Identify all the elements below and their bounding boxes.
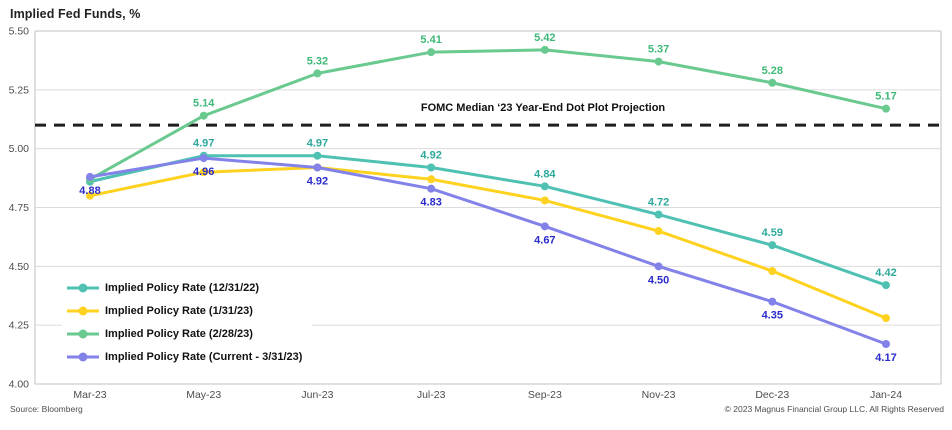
data-point-marker: [427, 163, 436, 172]
data-point-label: 4.84: [534, 168, 556, 180]
data-point-label: 4.92: [307, 175, 328, 187]
x-tick-label: Jun-23: [301, 389, 333, 401]
data-point-marker: [313, 163, 322, 172]
series-line: [88, 165, 888, 320]
legend-swatch-line-icon: [67, 306, 99, 316]
x-tick-label: Dec-23: [755, 389, 789, 401]
y-tick-label: 4.50: [9, 261, 30, 273]
data-point-marker: [540, 45, 549, 54]
data-point-label: 5.42: [534, 32, 555, 44]
data-point-marker: [882, 104, 890, 113]
data-point-label: 5.37: [648, 44, 669, 56]
y-tick-label: 5.25: [9, 84, 30, 96]
data-point-marker: [199, 154, 208, 163]
data-point-marker: [313, 69, 322, 78]
data-point-label: 5.32: [307, 55, 328, 67]
data-point-label: 4.59: [762, 227, 783, 239]
data-point-marker: [654, 57, 663, 66]
data-point-label: 4.17: [875, 352, 896, 364]
x-tick-label: Sep-23: [528, 389, 562, 401]
source-note: Source: Bloomberg: [10, 404, 83, 414]
data-point-marker: [427, 48, 436, 57]
data-point-marker: [768, 297, 777, 306]
data-point-label: 4.96: [193, 166, 214, 178]
legend-label: Implied Policy Rate (Current - 3/31/23): [105, 351, 303, 363]
data-point-label: 4.97: [193, 138, 214, 150]
reference-line-label: FOMC Median ‘23 Year-End Dot Plot Projec…: [420, 102, 666, 114]
data-point-marker: [654, 262, 663, 271]
copyright-note: © 2023 Magnus Financial Group LLC. All R…: [724, 404, 944, 414]
y-tick-label: 4.75: [9, 202, 30, 214]
data-point-label: 4.50: [648, 274, 669, 286]
data-point-marker: [654, 210, 663, 219]
x-tick-label: Jan-24: [870, 389, 902, 401]
legend-swatch-line-icon: [67, 352, 99, 362]
series-line: [88, 156, 888, 346]
data-point-label: 5.28: [762, 65, 783, 77]
data-point-marker: [540, 222, 549, 231]
data-point-label: 5.17: [875, 91, 896, 103]
series-line: [88, 48, 888, 181]
series-line: [88, 154, 888, 287]
y-tick-label: 5.50: [9, 26, 30, 38]
data-point-marker: [427, 184, 436, 193]
data-point-marker: [654, 227, 663, 236]
data-point-marker: [86, 191, 94, 200]
legend-swatch-line-icon: [67, 283, 99, 293]
data-point-label: 5.14: [193, 98, 215, 110]
data-point-label: 4.72: [648, 197, 669, 209]
data-point-marker: [768, 241, 777, 250]
data-point-marker: [768, 267, 777, 276]
y-tick-label: 4.25: [9, 320, 30, 332]
legend-label: Implied Policy Rate (12/31/22): [105, 282, 260, 294]
data-point-marker: [313, 151, 322, 160]
data-point-marker: [882, 339, 890, 348]
legend-item: Implied Policy Rate (1/31/23): [66, 303, 302, 319]
legend-item: Implied Policy Rate (12/31/22): [66, 280, 302, 296]
x-tick-label: Jul-23: [417, 389, 446, 401]
data-point-label: 4.35: [762, 310, 783, 322]
data-point-label: 4.67: [534, 234, 555, 246]
data-point-label: 5.41: [420, 34, 441, 46]
data-point-marker: [86, 172, 94, 181]
x-tick-label: Nov-23: [642, 389, 676, 401]
legend-label: Implied Policy Rate (1/31/23): [105, 305, 253, 317]
data-point-marker: [540, 182, 549, 191]
data-point-marker: [768, 78, 777, 87]
chart-title: Implied Fed Funds, %: [10, 7, 141, 21]
data-point-marker: [882, 314, 890, 323]
data-point-marker: [427, 175, 436, 184]
y-tick-label: 5.00: [9, 143, 30, 155]
data-point-label: 4.97: [307, 138, 328, 150]
data-point-label: 4.92: [420, 149, 441, 161]
x-tick-label: May-23: [186, 389, 221, 401]
data-point-marker: [199, 168, 208, 177]
legend-item: Implied Policy Rate (2/28/23): [66, 326, 302, 342]
x-tick-label: Mar-23: [73, 389, 106, 401]
data-point-label: 4.83: [420, 197, 441, 209]
legend-swatch-line-icon: [67, 329, 99, 339]
legend-item: Implied Policy Rate (Current - 3/31/23): [66, 349, 302, 365]
y-tick-label: 4.00: [9, 379, 30, 391]
data-point-label: 4.88: [79, 185, 100, 197]
data-point-marker: [199, 111, 208, 120]
legend: Implied Policy Rate (12/31/22) Implied Po…: [62, 276, 313, 369]
data-point-label: 4.42: [875, 267, 896, 279]
data-point-marker: [882, 281, 890, 290]
data-point-marker: [540, 196, 549, 205]
legend-label: Implied Policy Rate (2/28/23): [105, 328, 253, 340]
